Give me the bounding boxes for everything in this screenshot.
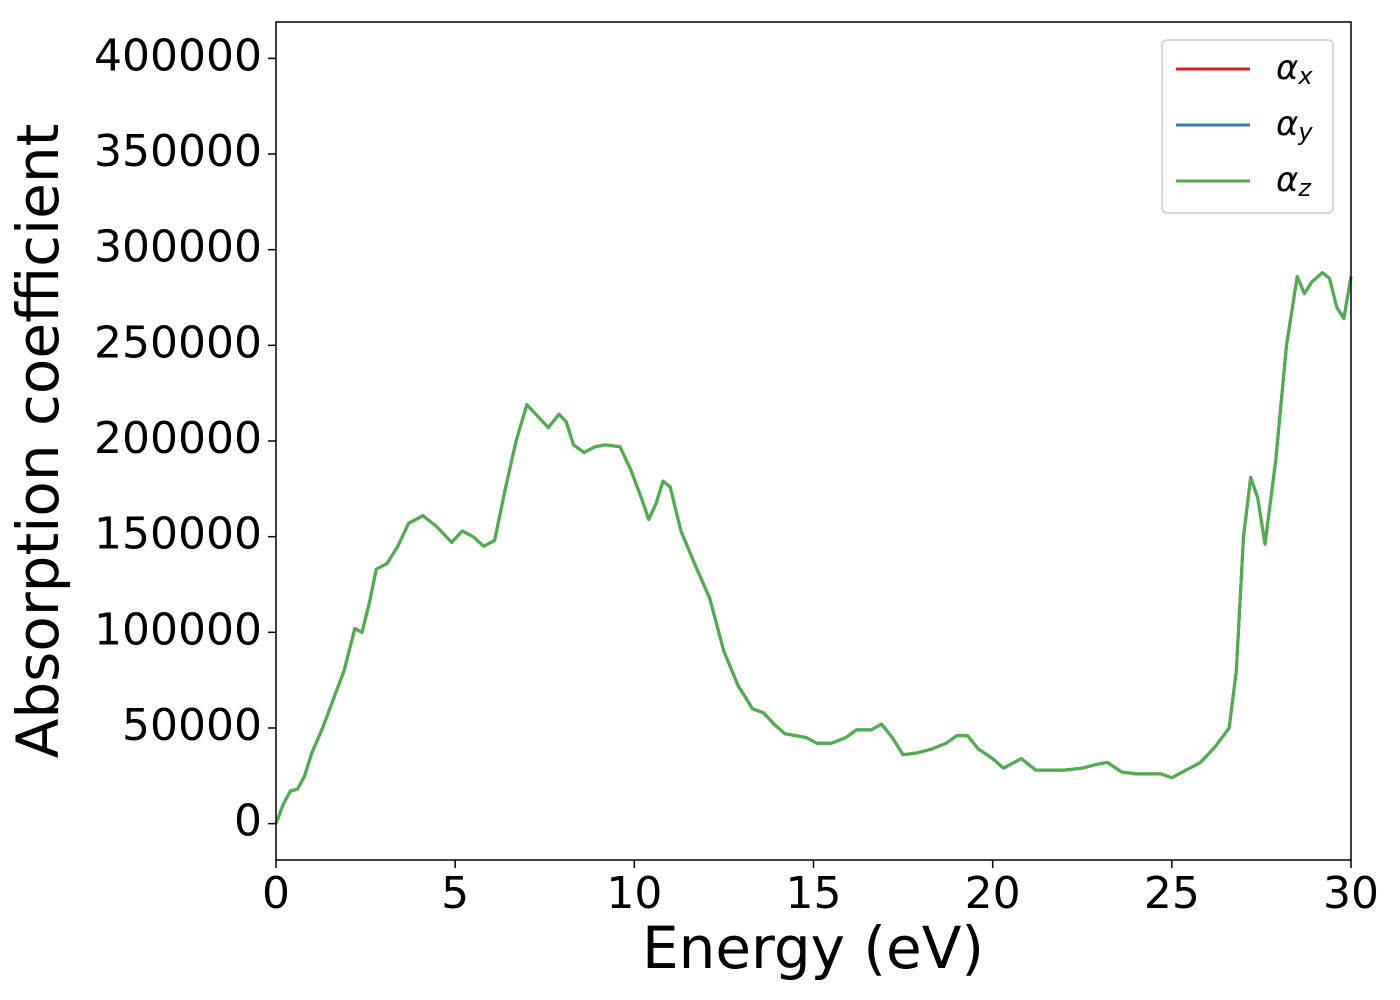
y-tick-label: 100000 (94, 604, 262, 655)
data-line (274, 271, 1353, 825)
y-tick-label: 350000 (94, 126, 262, 177)
x-tick-label: 0 (262, 868, 290, 919)
x-tick-label: 10 (606, 868, 662, 919)
legend-label: αx (1276, 48, 1313, 91)
x-axis-label: Energy (eV) (642, 914, 984, 982)
x-tick-label: 5 (441, 868, 469, 919)
legend-label: αz (1276, 160, 1312, 203)
plot-frame (275, 21, 1352, 861)
y-tick-label: 250000 (94, 317, 262, 368)
y-tick-label: 300000 (94, 222, 262, 273)
y-tick-label: 50000 (122, 700, 262, 751)
x-tick-label: 30 (1323, 868, 1379, 919)
y-tick-label: 0 (234, 796, 262, 847)
y-axis-label: Absorption coefficient (4, 124, 72, 759)
x-tick-label: 15 (786, 868, 842, 919)
legend-label: αy (1276, 104, 1313, 147)
x-tick-label: 20 (965, 868, 1021, 919)
y-tick-label: 400000 (94, 30, 262, 81)
y-tick-label: 200000 (94, 413, 262, 464)
y-tick-label: 150000 (94, 509, 262, 560)
x-tick-label: 25 (1144, 868, 1200, 919)
